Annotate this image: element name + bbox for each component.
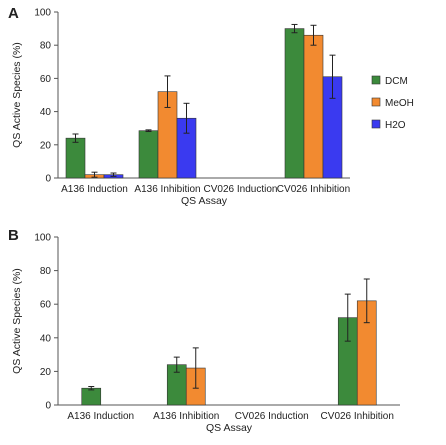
y-tick-label: 60 (40, 300, 52, 311)
legend-label: H2O (385, 120, 406, 131)
panel-b: B 0 20 40 60 80 100 A136 Induction A136 Inhibiti… (8, 227, 400, 434)
bar (81, 387, 102, 406)
x-axis-title: QS Assay (181, 195, 228, 207)
y-axis-title: QS Active Species (%) (11, 42, 23, 148)
legend-label: DCM (385, 76, 408, 87)
bar (138, 130, 159, 179)
x-tick-label: CV026 Inhibition (277, 184, 350, 195)
legend-label: MeOH (385, 98, 414, 109)
y-tick-label: 20 (40, 140, 52, 151)
x-tick-label: A136 Inhibition (153, 411, 219, 422)
y-tick-label: 0 (45, 401, 51, 412)
legend-swatch (371, 119, 381, 129)
y-tick-label: 60 (40, 74, 52, 85)
y-tick-label: 20 (40, 367, 52, 378)
y-tick-label: 40 (40, 107, 52, 118)
x-tick-label: A136 Inhibition (134, 184, 200, 195)
y-tick-label: 100 (34, 8, 51, 19)
legend-swatch (371, 75, 381, 85)
y-tick-label: 80 (40, 41, 52, 52)
panel-a: A 0 20 40 60 80 100 A136 Induction A136 Inhibiti… (8, 5, 414, 207)
y-tick-label: 80 (40, 266, 52, 277)
legend-swatch (371, 97, 381, 107)
bar (284, 28, 305, 179)
panel-letter: B (8, 227, 19, 244)
panel-letter: A (8, 5, 19, 22)
y-axis-title: QS Active Species (%) (11, 268, 23, 374)
y-tick-label: 40 (40, 333, 52, 344)
x-tick-label: CV026 Induction (235, 411, 309, 422)
bar (65, 137, 86, 179)
x-tick-label: CV026 Induction (204, 184, 278, 195)
y-tick-label: 100 (34, 233, 51, 244)
x-axis-title: QS Assay (206, 422, 253, 434)
x-tick-label: A136 Induction (61, 184, 128, 195)
x-tick-label: CV026 Inhibition (321, 411, 394, 422)
bar (303, 34, 324, 179)
y-tick-label: 0 (45, 174, 51, 185)
x-tick-label: A136 Induction (67, 411, 134, 422)
